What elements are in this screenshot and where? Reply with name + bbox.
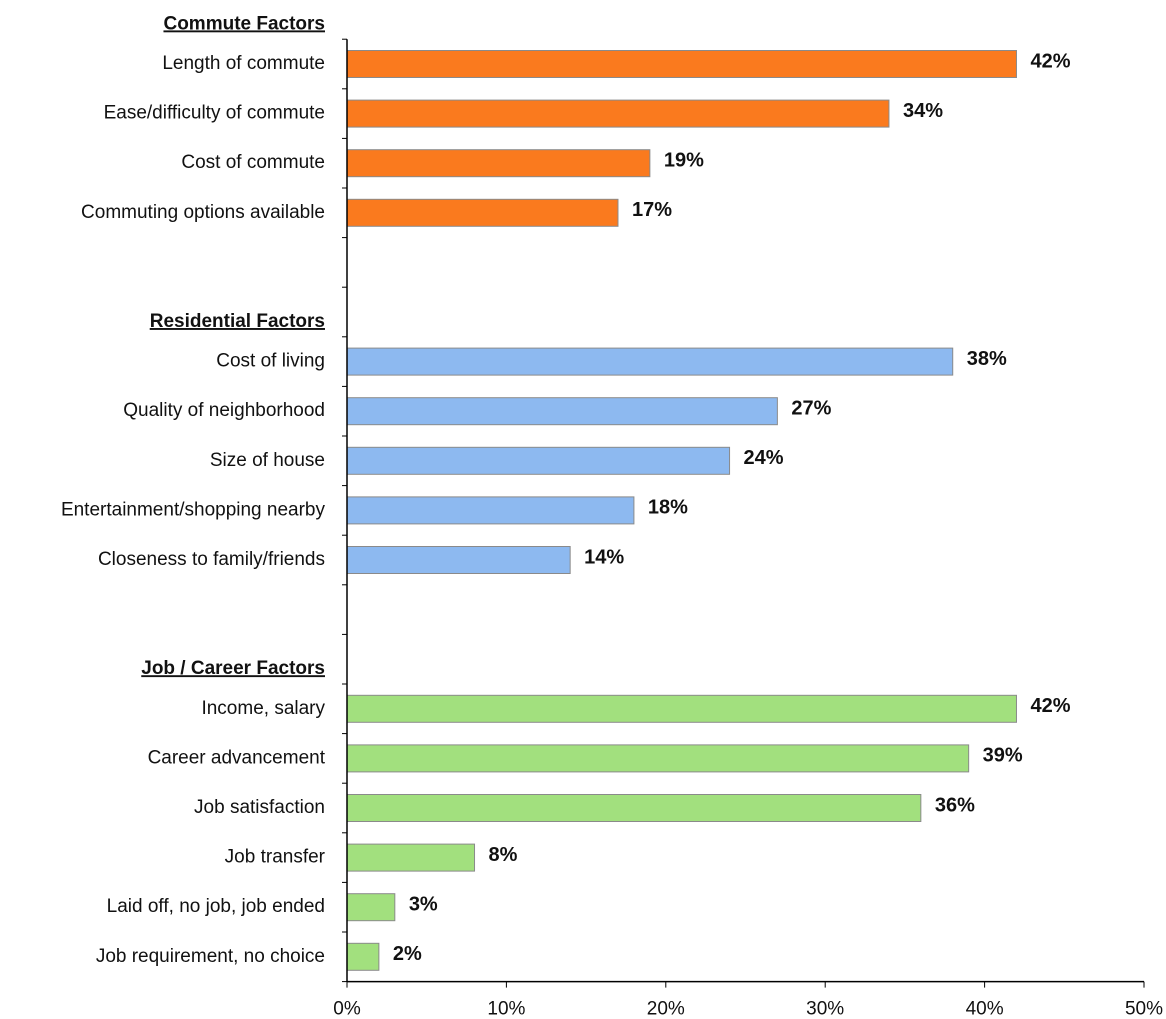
x-tick-label: 10% bbox=[487, 999, 525, 1019]
category-label: Job requirement, no choice bbox=[96, 946, 325, 967]
bar bbox=[346, 397, 778, 426]
category-label: Job transfer bbox=[225, 847, 326, 868]
group-header: Commute Factors bbox=[163, 13, 325, 34]
category-label: Quality of neighborhood bbox=[123, 400, 325, 421]
bar bbox=[346, 843, 476, 872]
value-label: 2% bbox=[393, 943, 422, 965]
bar bbox=[346, 893, 396, 922]
x-tick-label: 0% bbox=[333, 999, 361, 1019]
value-label: 19% bbox=[664, 149, 704, 171]
bar bbox=[346, 198, 619, 227]
value-label: 3% bbox=[409, 893, 438, 915]
value-label: 42% bbox=[1030, 695, 1070, 717]
value-label: 27% bbox=[791, 397, 831, 419]
bar bbox=[346, 446, 731, 475]
category-label: Cost of living bbox=[216, 351, 325, 372]
value-label: 34% bbox=[903, 100, 943, 122]
category-label: Income, salary bbox=[201, 698, 325, 719]
category-label: Commuting options available bbox=[81, 202, 325, 223]
value-label: 17% bbox=[632, 199, 672, 221]
bar bbox=[346, 942, 380, 971]
x-tick-label: 50% bbox=[1125, 999, 1163, 1019]
value-label: 39% bbox=[983, 745, 1023, 767]
x-tick-label: 40% bbox=[966, 999, 1004, 1019]
category-label: Cost of commute bbox=[181, 152, 325, 173]
value-label: 8% bbox=[489, 844, 518, 866]
value-label: 36% bbox=[935, 794, 975, 816]
bar bbox=[346, 546, 571, 574]
value-label: 24% bbox=[744, 447, 784, 469]
value-label: 14% bbox=[584, 546, 624, 568]
category-label: Size of house bbox=[210, 450, 325, 471]
bar bbox=[346, 496, 635, 525]
value-label: 38% bbox=[967, 348, 1007, 370]
category-label: Entertainment/shopping nearby bbox=[61, 499, 326, 520]
x-tick-label: 20% bbox=[647, 999, 685, 1019]
category-label: Closeness to family/friends bbox=[98, 549, 325, 570]
group-header: Job / Career Factors bbox=[141, 658, 325, 679]
value-label: 42% bbox=[1030, 50, 1070, 72]
category-label: Ease/difficulty of commute bbox=[104, 103, 325, 124]
bar bbox=[346, 50, 1017, 78]
category-label: Laid off, no job, job ended bbox=[107, 896, 325, 917]
bar bbox=[346, 99, 890, 128]
bar bbox=[346, 149, 651, 178]
x-tick-label: 30% bbox=[806, 999, 844, 1019]
bar bbox=[346, 694, 1017, 723]
category-label: Length of commute bbox=[162, 53, 325, 74]
group-header: Residential Factors bbox=[150, 311, 325, 332]
bar bbox=[346, 794, 922, 822]
bar bbox=[346, 347, 954, 376]
bar bbox=[346, 744, 970, 773]
value-label: 18% bbox=[648, 497, 688, 519]
category-label: Job satisfaction bbox=[194, 797, 325, 818]
category-label: Career advancement bbox=[148, 747, 326, 768]
